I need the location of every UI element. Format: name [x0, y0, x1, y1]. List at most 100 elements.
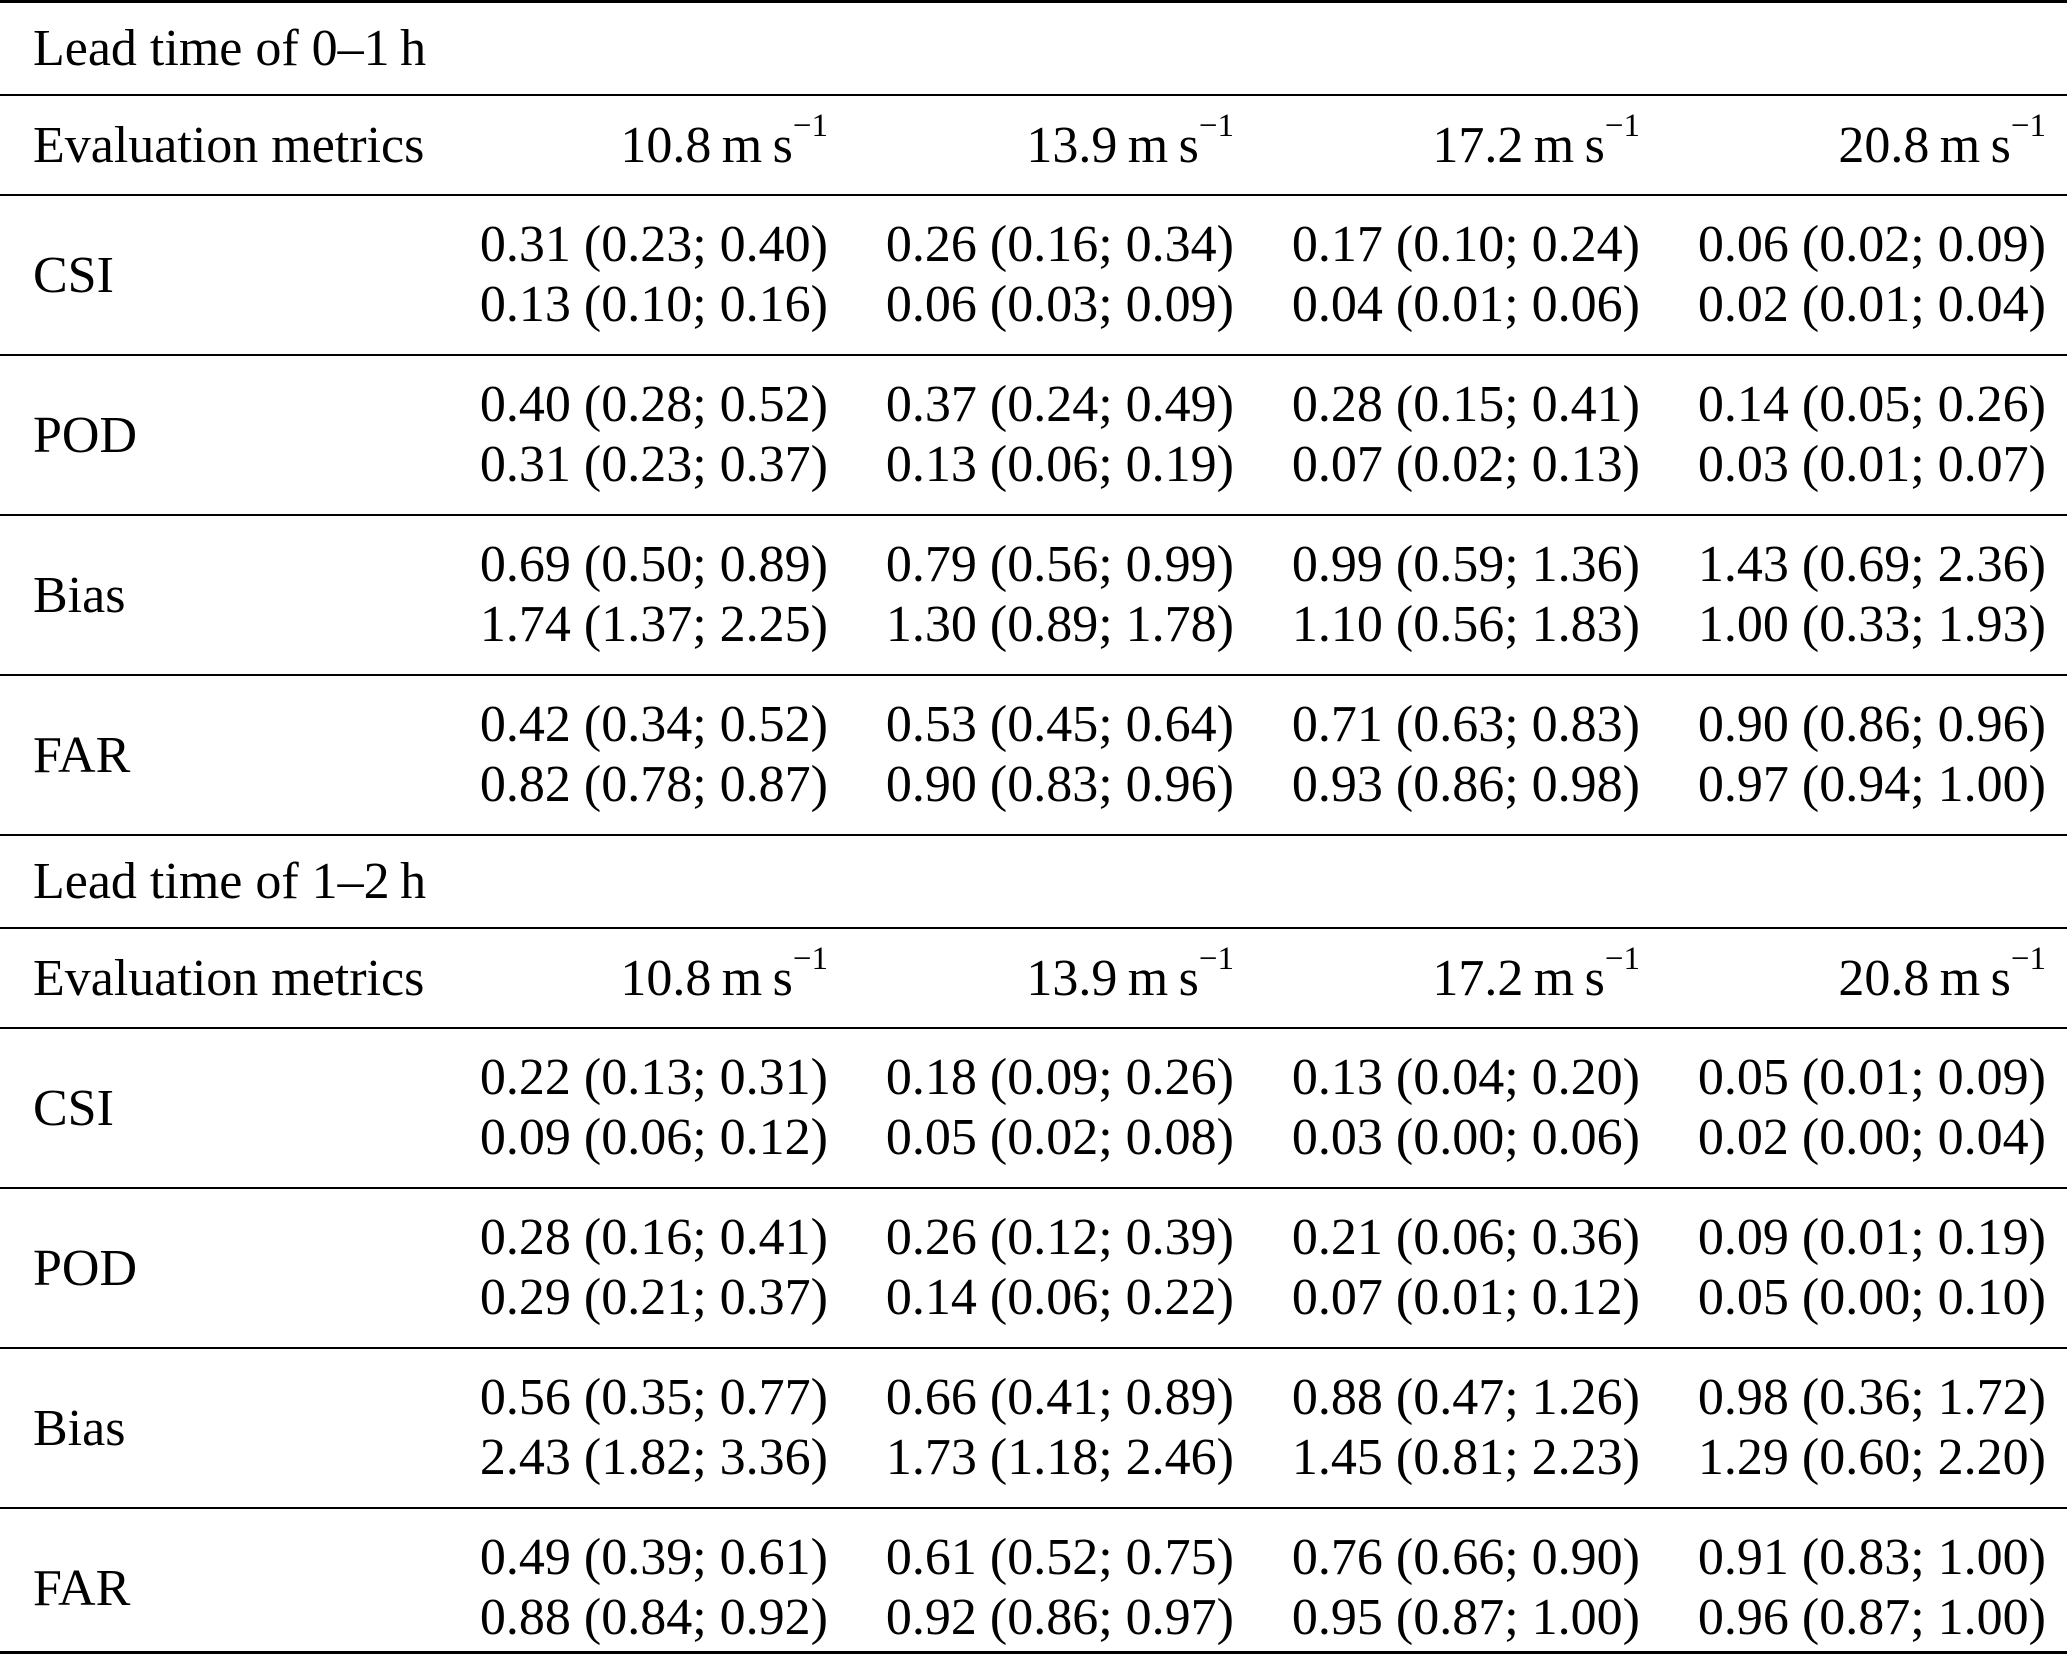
value-cell: 0.05 (0.02; 0.08) [885, 1109, 1234, 1166]
value-cell: 0.28 (0.16; 0.41) [479, 1209, 828, 1266]
value-cell: 0.26 (0.16; 0.34) [885, 216, 1234, 273]
value-cell: 0.82 (0.78; 0.87) [479, 756, 828, 813]
value-cell: 0.02 (0.00; 0.04) [1697, 1109, 2046, 1166]
value-cell: 0.06 (0.03; 0.09) [885, 276, 1234, 333]
metric-label: POD [33, 406, 138, 464]
speed-unit-text: 10.8 m s [620, 116, 793, 174]
column-header-row: Evaluation metrics 10.8 m s−1 13.9 m s−1… [0, 96, 2067, 196]
value-cell: 0.21 (0.06; 0.36) [1291, 1209, 1640, 1266]
superscript-exponent: −1 [1198, 940, 1234, 977]
value-cell: 0.96 (0.87; 1.00) [1697, 1589, 2046, 1646]
speed-threshold-header: 20.8 m s−1 [1640, 941, 2046, 1008]
metric-row-bias: Bias 0.56 (0.35; 0.77) 0.66 (0.41; 0.89)… [0, 1349, 2067, 1509]
superscript-exponent: −1 [792, 940, 828, 977]
section-title-row: Lead time of 0–1 h [0, 3, 2067, 96]
value-cell: 1.10 (0.56; 1.83) [1291, 596, 1640, 653]
value-cell: 0.09 (0.06; 0.12) [479, 1109, 828, 1166]
value-cell: 0.05 (0.00; 0.10) [1697, 1269, 2046, 1326]
metric-label: FAR [33, 726, 131, 784]
superscript-exponent: −1 [1604, 940, 1640, 977]
value-cell: 0.90 (0.86; 0.96) [1697, 696, 2046, 753]
value-cell: 1.30 (0.89; 1.78) [885, 596, 1234, 653]
value-cell: 0.03 (0.01; 0.07) [1697, 436, 2046, 493]
value-cell: 0.14 (0.05; 0.26) [1697, 376, 2046, 433]
section-title: Lead time of 0–1 h [33, 20, 427, 77]
speed-threshold-header: 10.8 m s−1 [422, 108, 828, 175]
speed-unit-text: 13.9 m s [1026, 949, 1199, 1007]
metric-label: Bias [33, 1399, 126, 1457]
value-cell: 0.93 (0.86; 0.98) [1291, 756, 1640, 813]
section-title: Lead time of 1–2 h [33, 853, 427, 910]
speed-threshold-header: 13.9 m s−1 [828, 108, 1234, 175]
value-cell: 0.53 (0.45; 0.64) [885, 696, 1234, 753]
metrics-column-header: Evaluation metrics [33, 949, 425, 1007]
speed-unit-text: 13.9 m s [1026, 116, 1199, 174]
metric-row-bias: Bias 0.69 (0.50; 0.89) 0.79 (0.56; 0.99)… [0, 516, 2067, 676]
superscript-exponent: −1 [2010, 107, 2046, 144]
metric-row-pod: POD 0.40 (0.28; 0.52) 0.37 (0.24; 0.49) … [0, 356, 2067, 516]
superscript-exponent: −1 [792, 107, 828, 144]
speed-unit-text: 17.2 m s [1432, 949, 1605, 1007]
section-title-row: Lead time of 1–2 h [0, 836, 2067, 929]
value-cell: 0.88 (0.47; 1.26) [1291, 1369, 1640, 1426]
value-cell: 0.98 (0.36; 1.72) [1697, 1369, 2046, 1426]
value-cell: 0.56 (0.35; 0.77) [479, 1369, 828, 1426]
superscript-exponent: −1 [2010, 940, 2046, 977]
superscript-exponent: −1 [1198, 107, 1234, 144]
metric-row-pod: POD 0.28 (0.16; 0.41) 0.26 (0.12; 0.39) … [0, 1189, 2067, 1349]
value-cell: 0.29 (0.21; 0.37) [479, 1269, 828, 1326]
speed-unit-text: 10.8 m s [620, 949, 793, 1007]
metric-row-csi: CSI 0.22 (0.13; 0.31) 0.18 (0.09; 0.26) … [0, 1029, 2067, 1189]
value-cell: 0.18 (0.09; 0.26) [885, 1049, 1234, 1106]
value-cell: 0.13 (0.10; 0.16) [479, 276, 828, 333]
speed-unit-text: 17.2 m s [1432, 116, 1605, 174]
value-cell: 0.31 (0.23; 0.37) [479, 436, 828, 493]
value-cell: 0.79 (0.56; 0.99) [885, 536, 1234, 593]
superscript-exponent: −1 [1604, 107, 1640, 144]
value-cell: 0.14 (0.06; 0.22) [885, 1269, 1234, 1326]
value-cell: 0.02 (0.01; 0.04) [1697, 276, 2046, 333]
value-cell: 0.76 (0.66; 0.90) [1291, 1529, 1640, 1586]
value-cell: 0.61 (0.52; 0.75) [885, 1529, 1234, 1586]
value-cell: 0.91 (0.83; 1.00) [1697, 1529, 2046, 1586]
value-cell: 0.13 (0.06; 0.19) [885, 436, 1234, 493]
value-cell: 0.09 (0.01; 0.19) [1697, 1209, 2046, 1266]
value-cell: 0.66 (0.41; 0.89) [885, 1369, 1234, 1426]
value-cell: 0.37 (0.24; 0.49) [885, 376, 1234, 433]
metric-row-csi: CSI 0.31 (0.23; 0.40) 0.26 (0.16; 0.34) … [0, 196, 2067, 356]
speed-threshold-header: 20.8 m s−1 [1640, 108, 2046, 175]
value-cell: 0.07 (0.02; 0.13) [1291, 436, 1640, 493]
value-cell: 0.05 (0.01; 0.09) [1697, 1049, 2046, 1106]
metric-label: CSI [33, 246, 114, 304]
value-cell: 0.92 (0.86; 0.97) [885, 1589, 1234, 1646]
metric-label: CSI [33, 1079, 114, 1137]
value-cell: 2.43 (1.82; 3.36) [479, 1429, 828, 1486]
value-cell: 1.45 (0.81; 2.23) [1291, 1429, 1640, 1486]
metric-row-far: FAR 0.42 (0.34; 0.52) 0.53 (0.45; 0.64) … [0, 676, 2067, 836]
value-cell: 0.42 (0.34; 0.52) [479, 696, 828, 753]
speed-unit-text: 20.8 m s [1838, 949, 2011, 1007]
value-cell: 0.71 (0.63; 0.83) [1291, 696, 1640, 753]
section-lead-time-1-2h: Lead time of 1–2 h Evaluation metrics 10… [0, 836, 2067, 1667]
value-cell: 0.49 (0.39; 0.61) [479, 1529, 828, 1586]
value-cell: 0.31 (0.23; 0.40) [479, 216, 828, 273]
value-cell: 0.03 (0.00; 0.06) [1291, 1109, 1640, 1166]
value-cell: 1.29 (0.60; 2.20) [1697, 1429, 2046, 1486]
value-cell: 1.43 (0.69; 2.36) [1697, 536, 2046, 593]
value-cell: 0.26 (0.12; 0.39) [885, 1209, 1234, 1266]
speed-threshold-header: 17.2 m s−1 [1234, 108, 1640, 175]
value-cell: 0.99 (0.59; 1.36) [1291, 536, 1640, 593]
value-cell: 0.28 (0.15; 0.41) [1291, 376, 1640, 433]
value-cell: 0.95 (0.87; 1.00) [1291, 1589, 1640, 1646]
speed-threshold-header: 10.8 m s−1 [422, 941, 828, 1008]
speed-threshold-header: 13.9 m s−1 [828, 941, 1234, 1008]
metric-label: POD [33, 1239, 138, 1297]
value-cell: 0.13 (0.04; 0.20) [1291, 1049, 1640, 1106]
value-cell: 1.73 (1.18; 2.46) [885, 1429, 1234, 1486]
value-cell: 0.04 (0.01; 0.06) [1291, 276, 1640, 333]
metrics-column-header: Evaluation metrics [33, 116, 425, 174]
value-cell: 1.00 (0.33; 1.93) [1697, 596, 2046, 653]
value-cell: 0.69 (0.50; 0.89) [479, 536, 828, 593]
section-lead-time-0-1h: Lead time of 0–1 h Evaluation metrics 10… [0, 3, 2067, 836]
